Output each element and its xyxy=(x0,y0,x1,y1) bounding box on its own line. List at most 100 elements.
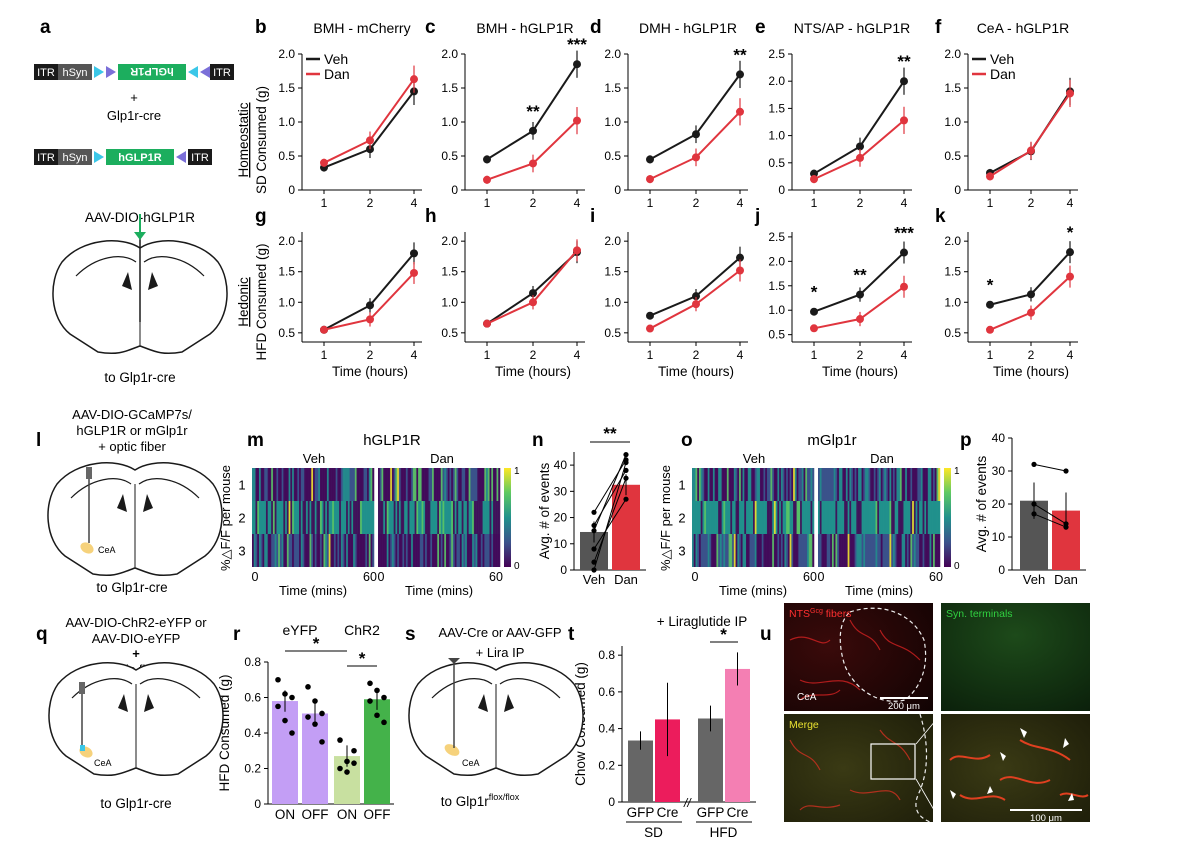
heatmap-cell xyxy=(807,468,810,501)
heatmap-cell xyxy=(318,468,321,501)
target-line-text: to Glp1r xyxy=(441,794,490,809)
heatmap-cell xyxy=(449,468,452,501)
heatmap-cell xyxy=(470,534,473,567)
data-point-dan xyxy=(692,300,700,309)
heatmap-cell xyxy=(480,501,483,534)
heatmap-cell xyxy=(267,534,270,567)
heatmap-cell xyxy=(353,468,356,501)
homeostatic-label: Homeostatic xyxy=(236,102,251,177)
heatmap-cell xyxy=(475,534,478,567)
heatmap-cell xyxy=(828,468,831,501)
y-tick-label: 2.0 xyxy=(441,234,458,248)
heatmap-cell xyxy=(379,468,382,501)
y-tick-label: 0.5 xyxy=(604,326,621,340)
heatmap-cell xyxy=(927,501,930,534)
heatmap-cell xyxy=(784,534,787,567)
y-tick-label: 0 xyxy=(288,183,295,197)
heatmap-cell xyxy=(807,501,810,534)
colorbar-min: 0 xyxy=(514,561,520,572)
heatmap-cell xyxy=(330,534,333,567)
heatmap-cell xyxy=(295,468,298,501)
y-tick-label: 0 xyxy=(560,563,567,577)
heatmap-cell xyxy=(269,468,272,501)
heatmap-cell xyxy=(733,534,736,567)
heatmap-cell xyxy=(903,468,906,501)
heatmap-cell xyxy=(264,501,267,534)
heatmap-cell xyxy=(759,534,763,567)
panel-letter-l: l xyxy=(36,430,41,451)
heatmap-cell xyxy=(791,468,794,501)
x-tick-label: ON xyxy=(275,807,295,822)
heatmap-cell xyxy=(418,468,421,501)
heatmap-cell xyxy=(272,501,275,534)
heatmap-cell xyxy=(770,468,773,501)
panel-letter-g: g xyxy=(255,206,267,227)
heatmap-cell xyxy=(859,501,862,534)
target-line-superscript: flox/flox xyxy=(489,792,520,802)
cea-label: CeA xyxy=(462,758,480,768)
heatmap-cell xyxy=(938,468,941,501)
y-axis-label: Avg. # of events xyxy=(974,455,989,552)
data-point xyxy=(312,698,318,704)
heatmap-cell xyxy=(770,501,773,534)
heatmap-cell xyxy=(267,501,270,534)
data-point-dan xyxy=(320,158,328,167)
heatmap-cell xyxy=(725,534,728,567)
data-point-veh xyxy=(736,70,744,79)
heatmap-cell xyxy=(449,534,452,567)
paired-line xyxy=(593,459,627,513)
heatmap-cell xyxy=(884,534,887,567)
heatmap-cell xyxy=(426,468,429,501)
heatmap-cell xyxy=(818,534,821,567)
heatmap-cell xyxy=(880,501,883,534)
heatmap-cell xyxy=(258,534,262,567)
heatmap-cell xyxy=(919,501,922,534)
heatmap-cell xyxy=(363,468,366,501)
heatmap-cell xyxy=(705,468,708,501)
heatmap-cell xyxy=(437,501,440,534)
heatmap-cell xyxy=(844,468,847,501)
lox-arrow-icon xyxy=(94,151,104,163)
heatmap-cell xyxy=(271,534,274,567)
y-axis-label: Avg. # of events xyxy=(537,462,552,559)
heatmap-cell xyxy=(826,468,829,501)
heatmap-cell xyxy=(698,468,702,501)
heatmap-cell xyxy=(725,501,728,534)
data-point xyxy=(623,457,629,463)
heatmap-cell xyxy=(756,501,759,534)
heatmap-cell xyxy=(695,534,698,567)
cea-label: CeA xyxy=(94,758,112,768)
heatmap-cell xyxy=(749,534,752,567)
x-tick-label: 1 xyxy=(647,196,654,210)
heatmap-cell xyxy=(833,534,836,567)
panel-l-text-2: hGLP1R or mGlp1r xyxy=(76,423,188,438)
heatmap-cell xyxy=(924,534,927,567)
heatmap-cell xyxy=(313,534,316,567)
heatmap-cell xyxy=(920,468,923,501)
heatmap-cell xyxy=(861,534,864,567)
cre-line-label: Glp1r-cre xyxy=(107,108,161,123)
heatmap-cell xyxy=(360,468,363,501)
heatmap-cell xyxy=(386,468,389,501)
heatmap-cell xyxy=(714,468,717,501)
heatmap-cell xyxy=(493,468,496,501)
heatmap-cell xyxy=(498,534,501,567)
heatmap-cell xyxy=(405,501,408,534)
cea-label: CeA xyxy=(98,545,116,555)
heatmap-cell xyxy=(459,501,462,534)
data-point-dan xyxy=(810,324,818,333)
heatmap-cell xyxy=(866,468,869,501)
heatmap-cell xyxy=(391,468,394,501)
heatmap-cell xyxy=(915,468,918,501)
heatmap-cell xyxy=(397,501,400,534)
heatmap-cell xyxy=(889,468,892,501)
heatmap-cell xyxy=(378,468,381,501)
heatmap-cell xyxy=(274,501,277,534)
heatmap-cell xyxy=(475,468,478,501)
data-point-dan xyxy=(646,324,654,333)
heatmap-cell xyxy=(307,534,310,567)
heatmap-cell xyxy=(265,501,268,534)
heatmap-cell xyxy=(404,468,407,501)
construct-2: ITR hSyn hGLP1R ITR xyxy=(34,149,212,165)
heatmap-cell xyxy=(759,501,763,534)
